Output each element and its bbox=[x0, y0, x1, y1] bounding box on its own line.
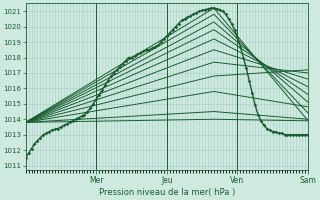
X-axis label: Pression niveau de la mer( hPa ): Pression niveau de la mer( hPa ) bbox=[99, 188, 235, 197]
